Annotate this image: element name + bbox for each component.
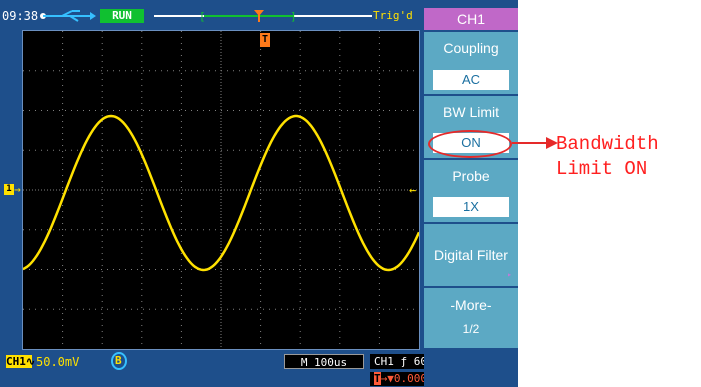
clock-time: 09:38 (2, 9, 39, 23)
more-menu-item[interactable]: -More- 1/2 (424, 288, 518, 348)
ch1-ground-arrow-icon: → (14, 183, 21, 196)
annotation-line-1: Bandwidth (556, 133, 659, 155)
coupling-value: AC (433, 70, 509, 90)
svg-text:]: ] (290, 10, 297, 22)
graticule-grid (23, 31, 419, 349)
ch1-waveform-trace (23, 114, 419, 272)
bw-limit-indicator: B (111, 352, 127, 370)
volts-per-div: 50.0mV (36, 355, 80, 369)
bw-limit-highlight-ellipse (428, 130, 512, 158)
waveform-graticule (23, 31, 419, 349)
annotation-arrow-icon (512, 137, 558, 149)
run-status-badge: RUN (100, 9, 144, 23)
ch1-ground-marker-icon: 1 (4, 184, 14, 195)
trigger-status: Trig'd (373, 9, 413, 22)
menu-title: CH1 (424, 8, 518, 30)
waveform-screen[interactable]: T ← (22, 30, 420, 350)
more-label: -More- (450, 297, 492, 313)
page-indicator: 1/2 (462, 322, 480, 336)
coupling-label: Coupling (443, 40, 499, 56)
submenu-arrow-icon: ▸ (507, 270, 512, 279)
bw-limit-label: BW Limit (443, 104, 499, 120)
trigger-marker-icon: T (260, 33, 270, 47)
ch1-badge[interactable]: CH1∿ (6, 355, 36, 368)
ac-coupling-icon: ∿ (25, 355, 36, 368)
svg-text:[: [ (199, 10, 206, 22)
trigger-level-marker-icon: ← (409, 183, 417, 197)
trigger-position-icon: [ ] (154, 10, 372, 22)
coupling-menu-item[interactable]: Coupling AC (424, 32, 518, 94)
usb-icon (40, 10, 96, 22)
timebase-readout[interactable]: M 100us (284, 354, 364, 369)
horizontal-position-icon: T (374, 372, 381, 385)
digital-filter-menu-item[interactable]: Digital Filter ▸ (424, 224, 518, 286)
probe-menu-item[interactable]: Probe 1X (424, 160, 518, 222)
probe-value: 1X (433, 197, 509, 217)
probe-label: Probe (452, 168, 490, 184)
channel-menu: CH1 Coupling AC BW Limit ON Probe 1X Dig… (424, 0, 518, 387)
digital-filter-label: Digital Filter (434, 247, 508, 263)
annotation-line-2: Limit ON (556, 158, 648, 180)
